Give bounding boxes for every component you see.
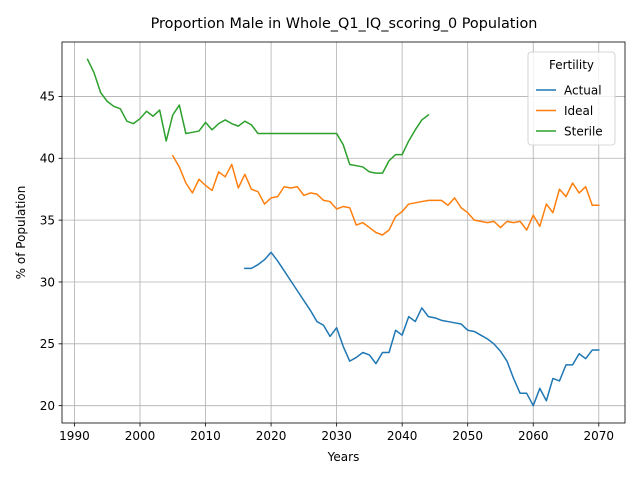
y-tick-label: 35: [40, 213, 55, 227]
legend-title: Fertility: [549, 58, 594, 72]
axis-ticks: 1990 2000 2010 2020 2030 2040 2050 2060 2070 20 25…: [40, 90, 614, 443]
plot-frame: [61, 41, 626, 424]
legend-label-sterile: Sterile: [564, 124, 603, 138]
x-tick-label: 2030: [321, 429, 352, 443]
x-tick-label: 2040: [387, 429, 418, 443]
series-line-actual: [244, 251, 600, 407]
series-line-ideal: [171, 154, 600, 236]
y-tick-label: 20: [40, 399, 55, 413]
series-group: [86, 58, 600, 407]
y-axis-label: % of Population: [14, 186, 28, 280]
x-tick-label: 2020: [256, 429, 287, 443]
y-tick-label: 25: [40, 337, 55, 351]
legend-box: [527, 51, 616, 146]
x-tick-label: 2000: [125, 429, 156, 443]
x-axis-label: Years: [327, 450, 360, 464]
x-tick-label: 2050: [452, 429, 483, 443]
legend: Fertility Actual Ideal Sterile: [527, 51, 616, 146]
chart-title: Proportion Male in Whole_Q1_IQ_scoring_0…: [151, 16, 538, 32]
x-tick-label: 2060: [518, 429, 549, 443]
legend-label-ideal: Ideal: [564, 104, 593, 118]
x-tick-label: 2070: [584, 429, 615, 443]
y-tick-label: 40: [40, 152, 55, 166]
y-tick-label: 45: [40, 90, 55, 104]
x-tick-label: 1990: [59, 429, 90, 443]
legend-label-actual: Actual: [564, 83, 602, 97]
y-tick-label: 30: [40, 275, 55, 289]
x-tick-label: 2010: [190, 429, 221, 443]
series-line-sterile: [86, 58, 430, 174]
